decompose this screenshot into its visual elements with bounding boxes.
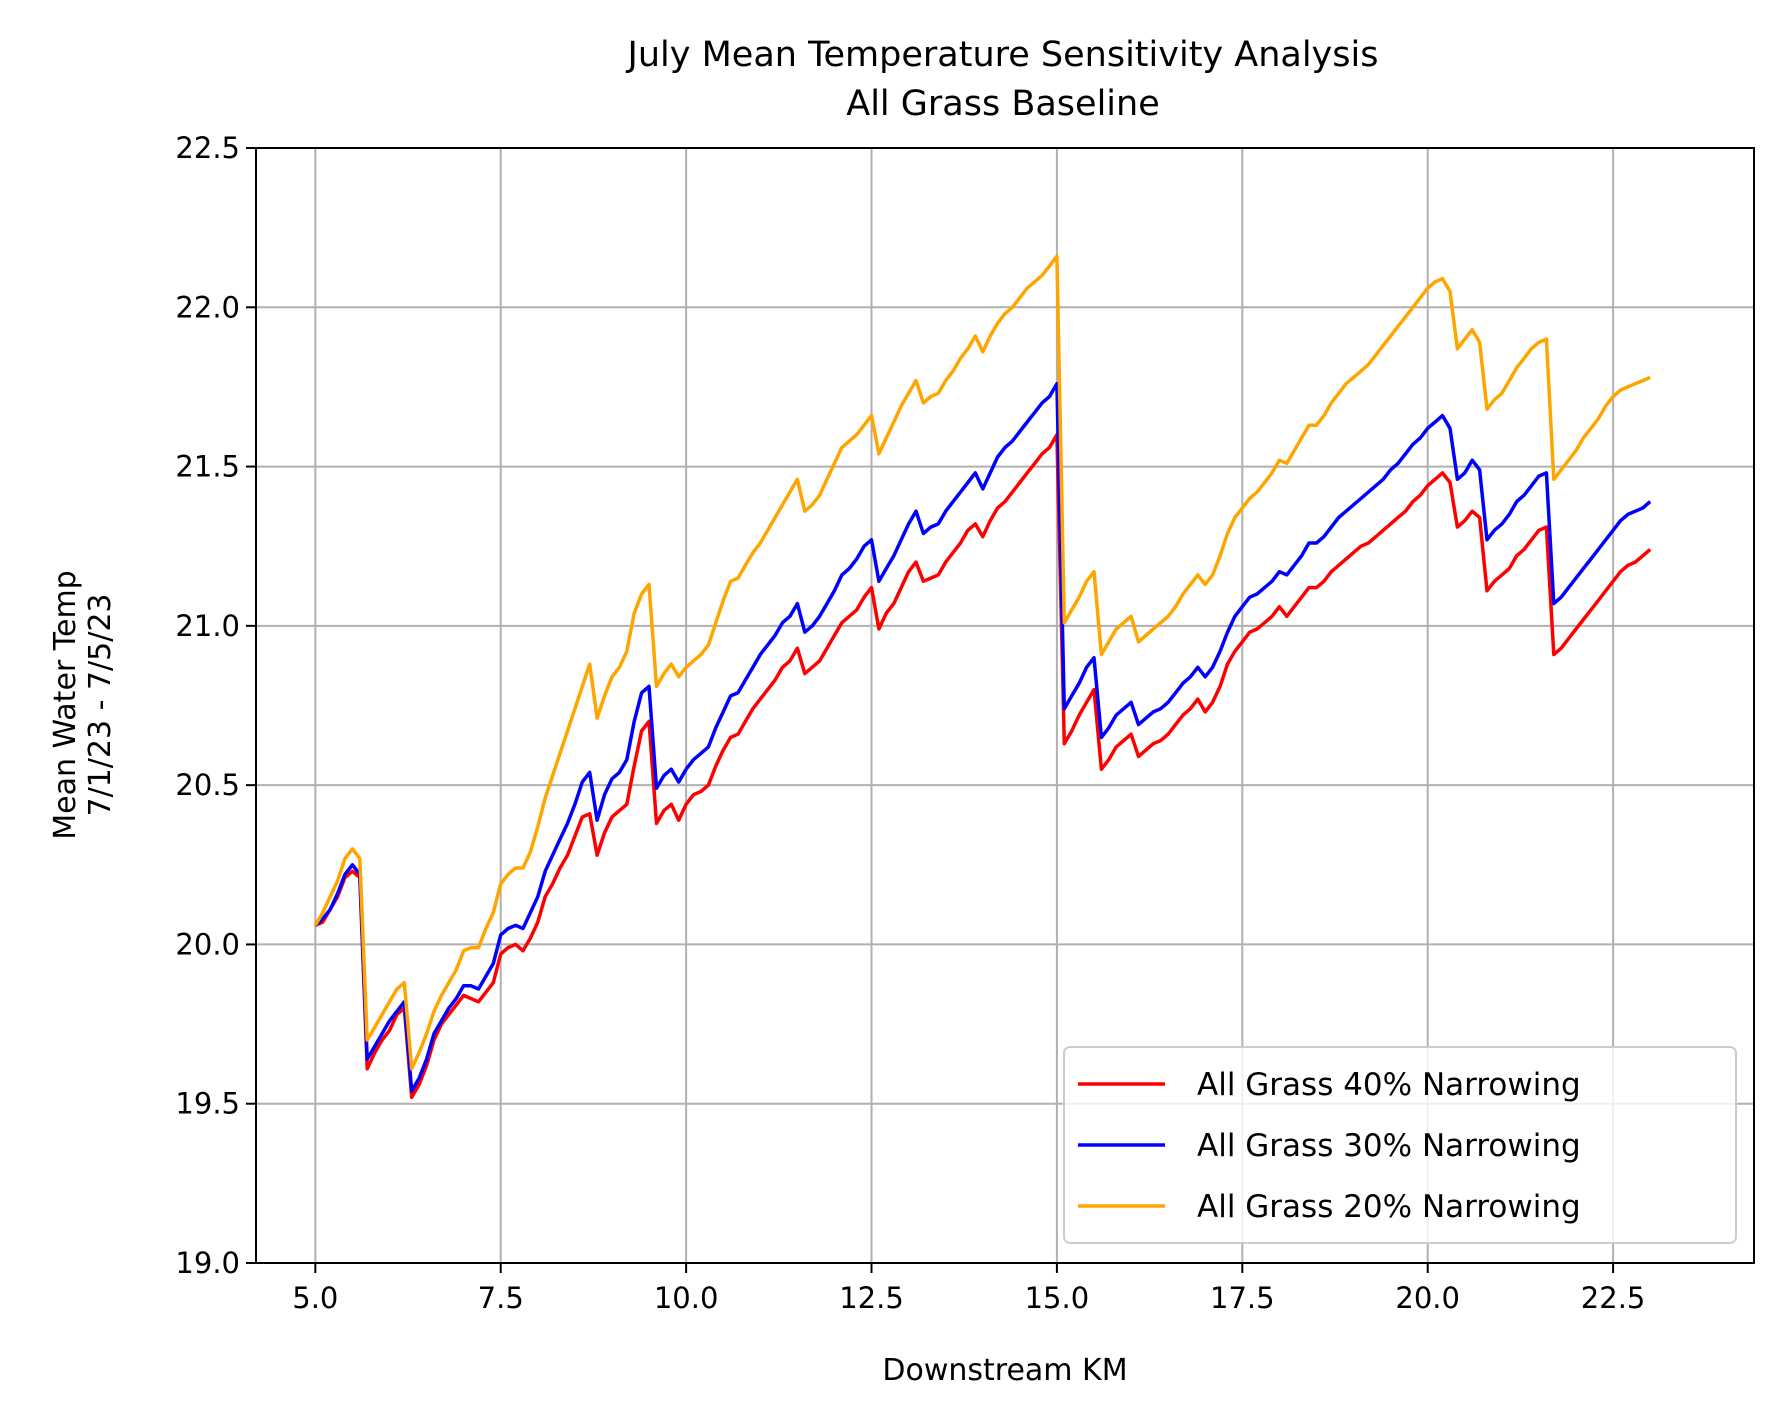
x-tick-label: 12.5 (839, 1281, 904, 1315)
x-tick-label: 10.0 (654, 1281, 719, 1315)
series-layer (313, 254, 1652, 1100)
legend-label-3: All Grass 20% Narrowing (1197, 1189, 1581, 1225)
y-tick-label: 22.0 (175, 290, 240, 324)
y-axis-label-line-2: 7/1/23 - 7/5/23 (83, 593, 118, 816)
y-tick-label: 21.5 (175, 450, 240, 484)
grid-lines (256, 147, 1754, 1264)
legend-label-1: All Grass 40% Narrowing (1197, 1067, 1581, 1103)
y-tick-label: 20.0 (175, 927, 240, 961)
x-axis-label: Downstream KM (882, 1353, 1127, 1388)
y-axis-label-line-1: Mean Water Temp (48, 570, 83, 839)
y-tick-label: 21.0 (175, 609, 240, 643)
y-tick-label: 20.5 (175, 768, 240, 802)
legend: All Grass 40% Narrowing All Grass 30% Nar… (1063, 1046, 1737, 1244)
y-tick-label: 22.5 (175, 131, 240, 165)
x-tick-label: 15.0 (1025, 1281, 1090, 1315)
chart-title-line-1: July Mean Temperature Sensitivity Analys… (626, 35, 1379, 75)
y-tick-label: 19.5 (175, 1087, 240, 1121)
series-line-2 (314, 381, 1652, 1093)
legend-label-2: All Grass 30% Narrowing (1197, 1128, 1581, 1164)
plot-frame (255, 147, 1755, 1264)
legend-box (1063, 1046, 1737, 1244)
x-tick-label: 20.0 (1395, 1281, 1460, 1315)
x-axis-ticks: 5.0 7.5 10.0 12.5 15.0 17.5 20.0 22.5 (292, 1263, 1645, 1315)
series-line-3 (313, 254, 1651, 1071)
x-tick-label: 5.0 (292, 1281, 338, 1315)
x-tick-label: 22.5 (1581, 1281, 1646, 1315)
chart-title-line-2: All Grass Baseline (846, 84, 1159, 124)
series-line-1 (314, 432, 1652, 1100)
y-axis-ticks: 19.0 19.5 20.0 20.5 21.0 21.5 22.0 22.5 (175, 131, 256, 1280)
x-tick-label: 7.5 (478, 1281, 524, 1315)
y-tick-label: 19.0 (175, 1246, 240, 1280)
x-tick-label: 17.5 (1210, 1281, 1275, 1315)
